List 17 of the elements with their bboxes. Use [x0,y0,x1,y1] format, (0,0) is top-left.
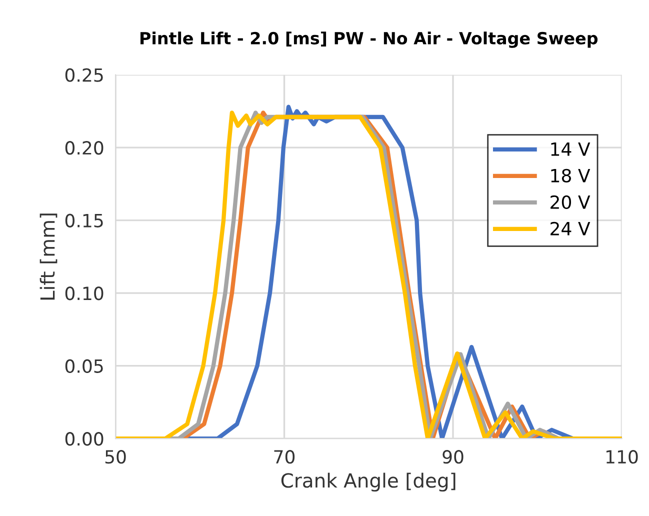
x-tick-label: 50 [105,450,126,464]
y-axis-title: Lift [mm] [40,214,58,300]
legend-label: 20 V [550,195,590,209]
chart-title: Pintle Lift - 2.0 [ms] PW - No Air - Voltage Sweep [140,32,598,48]
legend-label: 18 V [551,168,590,182]
y-tick-label: 0.25 [65,68,103,82]
y-tick-label: 0.05 [65,359,103,373]
y-tick-label: 0.10 [65,286,104,300]
y-tick-label: 0.00 [65,432,104,446]
x-tick-label: 90 [442,450,464,464]
legend-label: 24 V [550,222,590,236]
x-tick-label: 110 [606,450,638,464]
y-tick-label: 0.20 [65,141,104,155]
x-tick-label: 70 [274,450,295,464]
legend-label: 14 V [551,142,590,156]
y-tick-label: 0.15 [65,214,103,228]
x-axis-title: Crank Angle [deg] [281,472,456,492]
